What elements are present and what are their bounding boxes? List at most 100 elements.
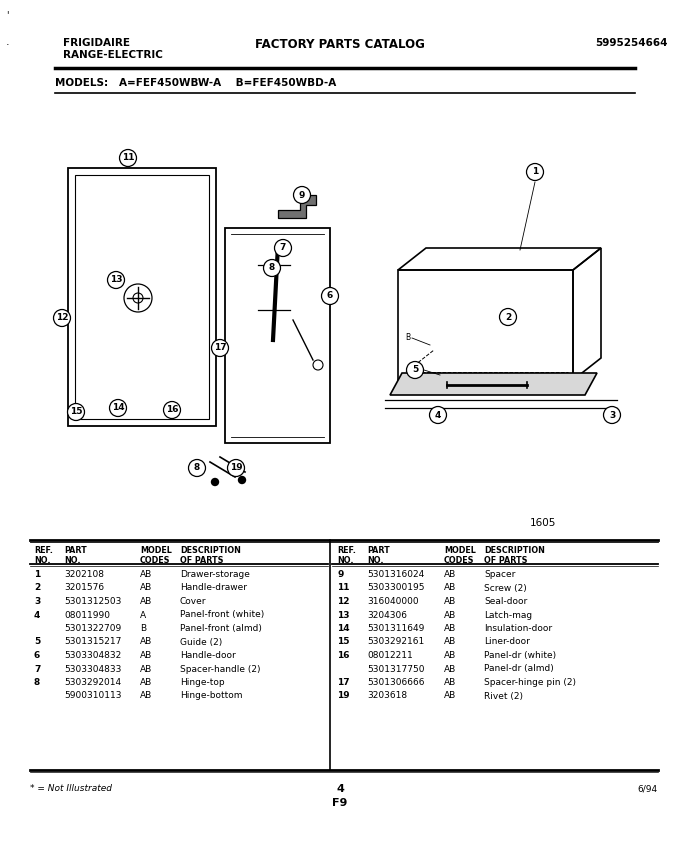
Circle shape [54,309,71,327]
Circle shape [163,402,180,418]
Text: 7: 7 [34,664,40,674]
Text: MODEL
CODES: MODEL CODES [140,546,172,565]
Text: AB: AB [140,597,152,606]
Text: 12: 12 [56,314,68,322]
Text: B: B [405,334,411,342]
Text: 2: 2 [505,313,511,321]
Text: Liner-door: Liner-door [484,638,530,646]
Text: 5303292014: 5303292014 [64,678,121,687]
Text: 13: 13 [109,276,122,284]
Text: 19: 19 [230,463,242,473]
Text: 9: 9 [299,190,305,200]
Text: Spacer-hinge pin (2): Spacer-hinge pin (2) [484,678,576,687]
Circle shape [211,340,228,357]
Text: ': ' [6,10,8,20]
Text: 5301306666: 5301306666 [367,678,424,687]
Text: REF.
NO.: REF. NO. [34,546,53,565]
Text: 5301322709: 5301322709 [64,624,121,633]
Text: AB: AB [444,651,456,660]
Text: 13: 13 [337,611,350,619]
Text: Insulation-door: Insulation-door [484,624,552,633]
Text: 3202108: 3202108 [64,570,104,579]
Text: 5303304833: 5303304833 [64,664,121,674]
Text: MODELS:   A=FEF450WBW-A    B=FEF450WBD-A: MODELS: A=FEF450WBW-A B=FEF450WBD-A [55,78,336,88]
Polygon shape [278,195,316,218]
Text: A: A [140,611,146,619]
Circle shape [211,479,218,486]
Text: AB: AB [444,624,456,633]
Text: AB: AB [444,691,456,701]
Circle shape [430,406,447,423]
Text: 1: 1 [34,570,40,579]
Text: Rivet (2): Rivet (2) [484,691,523,701]
Text: 316040000: 316040000 [367,597,419,606]
Text: 11: 11 [122,154,134,162]
Text: FACTORY PARTS CATALOG: FACTORY PARTS CATALOG [255,38,425,51]
Text: DESCRIPTION
OF PARTS: DESCRIPTION OF PARTS [180,546,241,565]
Text: 6: 6 [34,651,40,660]
Text: 3203618: 3203618 [367,691,407,701]
Text: AB: AB [444,570,456,579]
Text: F9: F9 [333,798,347,808]
Text: 2: 2 [34,583,40,593]
Text: 6/94: 6/94 [638,784,658,793]
Text: AB: AB [140,664,152,674]
Text: 19: 19 [337,691,350,701]
Text: FRIGIDAIRE: FRIGIDAIRE [63,38,130,48]
Text: AB: AB [444,583,456,593]
Circle shape [120,149,137,167]
Text: 1: 1 [532,168,538,176]
Text: 11: 11 [337,583,350,593]
Text: AB: AB [140,691,152,701]
Circle shape [275,239,292,257]
Text: * = Not Illustrated: * = Not Illustrated [30,784,112,793]
Text: 5303304832: 5303304832 [64,651,121,660]
Text: Hinge-bottom: Hinge-bottom [180,691,243,701]
Text: 5301317750: 5301317750 [367,664,424,674]
Text: Handle-door: Handle-door [180,651,236,660]
Text: 4: 4 [435,410,441,420]
Text: Guide (2): Guide (2) [180,638,222,646]
Text: ·: · [6,40,10,50]
Text: 5301315217: 5301315217 [64,638,121,646]
Text: Seal-door: Seal-door [484,597,527,606]
Text: Handle-drawer: Handle-drawer [180,583,247,593]
Text: PART
NO.: PART NO. [367,546,390,565]
Text: 08011990: 08011990 [64,611,110,619]
Text: Spacer: Spacer [484,570,515,579]
Text: 14: 14 [337,624,350,633]
Text: RANGE-ELECTRIC: RANGE-ELECTRIC [63,50,163,60]
Text: Panel-front (white): Panel-front (white) [180,611,265,619]
Text: DESCRIPTION
OF PARTS: DESCRIPTION OF PARTS [484,546,545,565]
Circle shape [239,477,245,484]
Circle shape [67,403,84,421]
Text: 5303300195: 5303300195 [367,583,424,593]
Text: AB: AB [140,651,152,660]
Circle shape [500,308,517,326]
Text: 5: 5 [34,638,40,646]
Text: Hinge-top: Hinge-top [180,678,224,687]
Text: 5301311649: 5301311649 [367,624,424,633]
Text: AB: AB [444,678,456,687]
Text: Spacer-handle (2): Spacer-handle (2) [180,664,260,674]
Circle shape [322,288,339,304]
Text: 15: 15 [70,408,82,416]
Text: 16: 16 [337,651,350,660]
Text: 15: 15 [337,638,350,646]
Circle shape [109,399,126,416]
Text: MODEL
CODES: MODEL CODES [444,546,476,565]
Text: 3201576: 3201576 [64,583,104,593]
Text: 5301316024: 5301316024 [367,570,424,579]
Text: 5301312503: 5301312503 [64,597,121,606]
Text: 5303292161: 5303292161 [367,638,424,646]
Text: Screw (2): Screw (2) [484,583,527,593]
Text: 9: 9 [337,570,343,579]
Text: 17: 17 [337,678,350,687]
Circle shape [188,460,205,477]
Text: 1605: 1605 [530,518,556,528]
Circle shape [294,187,311,204]
Text: REF.
NO.: REF. NO. [337,546,356,565]
Text: 3: 3 [34,597,40,606]
Circle shape [526,163,543,181]
Circle shape [107,271,124,289]
